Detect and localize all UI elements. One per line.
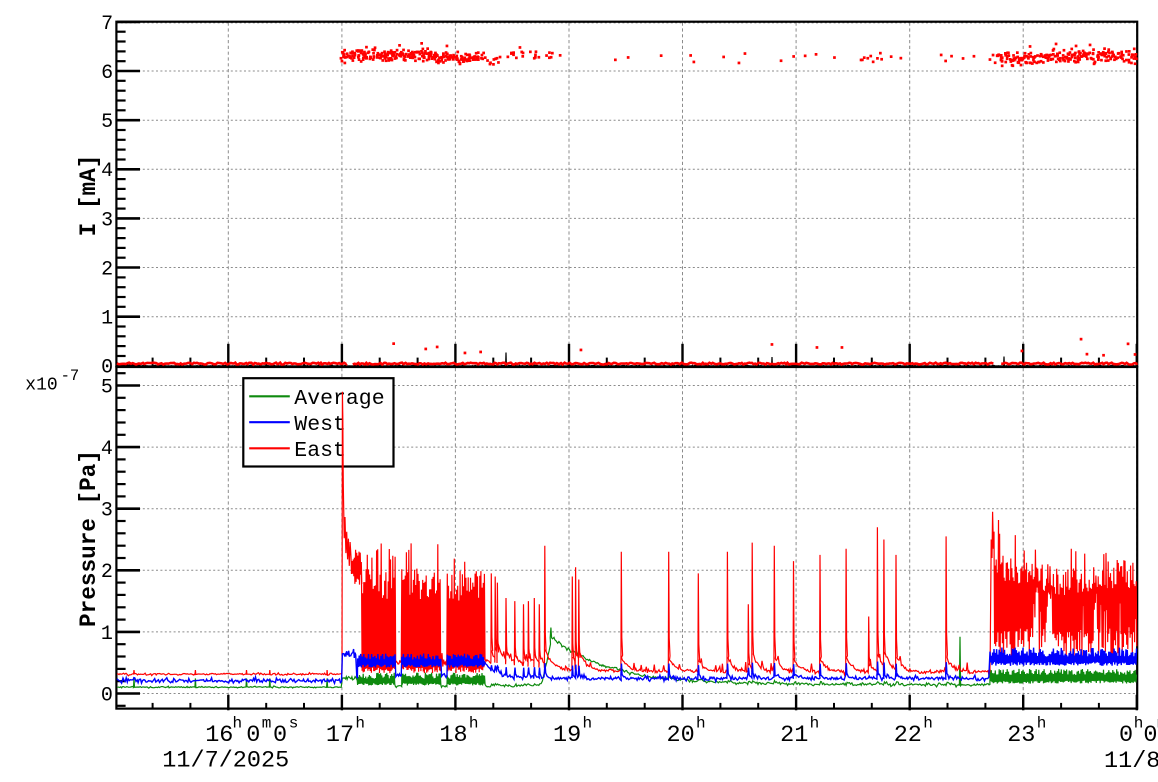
svg-text:0: 0 (1143, 722, 1157, 749)
svg-text:Pressure [Pa]: Pressure [Pa] (76, 450, 102, 627)
svg-text:0: 0 (273, 722, 287, 749)
svg-text:3: 3 (101, 500, 113, 523)
svg-text:17: 17 (326, 722, 354, 749)
svg-text:18: 18 (439, 722, 467, 749)
svg-text:22: 22 (894, 722, 922, 749)
svg-text:11/8/2025: 11/8/2025 (1104, 748, 1158, 775)
svg-text:4: 4 (101, 438, 113, 461)
svg-text:0: 0 (101, 357, 113, 380)
svg-text:2: 2 (101, 258, 113, 281)
svg-text:0: 0 (101, 684, 113, 707)
svg-text:h: h (355, 715, 365, 733)
svg-text:h: h (696, 715, 706, 733)
svg-text:s: s (289, 715, 299, 733)
svg-text:h: h (1134, 715, 1144, 733)
svg-text:1: 1 (101, 623, 113, 646)
svg-text:h: h (1037, 715, 1047, 733)
svg-text:20: 20 (667, 722, 695, 749)
svg-text:Average: Average (294, 387, 384, 411)
svg-text:East: East (294, 439, 346, 463)
svg-text:19: 19 (553, 722, 581, 749)
svg-text:h: h (810, 715, 820, 733)
svg-text:4: 4 (101, 160, 113, 183)
svg-text:h: h (923, 715, 933, 733)
svg-text:h: h (583, 715, 593, 733)
svg-text:3: 3 (101, 209, 113, 232)
svg-text:1: 1 (101, 308, 113, 331)
svg-text:23: 23 (1007, 722, 1035, 749)
svg-text:5: 5 (101, 376, 113, 399)
svg-text:h: h (469, 715, 479, 733)
svg-text:m: m (262, 715, 272, 733)
svg-text:6: 6 (101, 62, 113, 85)
svg-text:0: 0 (1119, 722, 1133, 749)
svg-text:7: 7 (101, 13, 113, 36)
svg-text:West: West (294, 413, 346, 437)
svg-text:21: 21 (780, 722, 808, 749)
svg-text:0: 0 (246, 722, 260, 749)
svg-text:5: 5 (101, 111, 113, 134)
svg-text:11/7/2025: 11/7/2025 (162, 748, 289, 775)
svg-text:16: 16 (205, 722, 233, 749)
svg-text:2: 2 (101, 561, 113, 584)
svg-text:-7: -7 (61, 367, 80, 385)
svg-text:x10: x10 (25, 376, 57, 396)
svg-text:I [mA]: I [mA] (76, 155, 102, 237)
svg-text:h: h (233, 715, 243, 733)
